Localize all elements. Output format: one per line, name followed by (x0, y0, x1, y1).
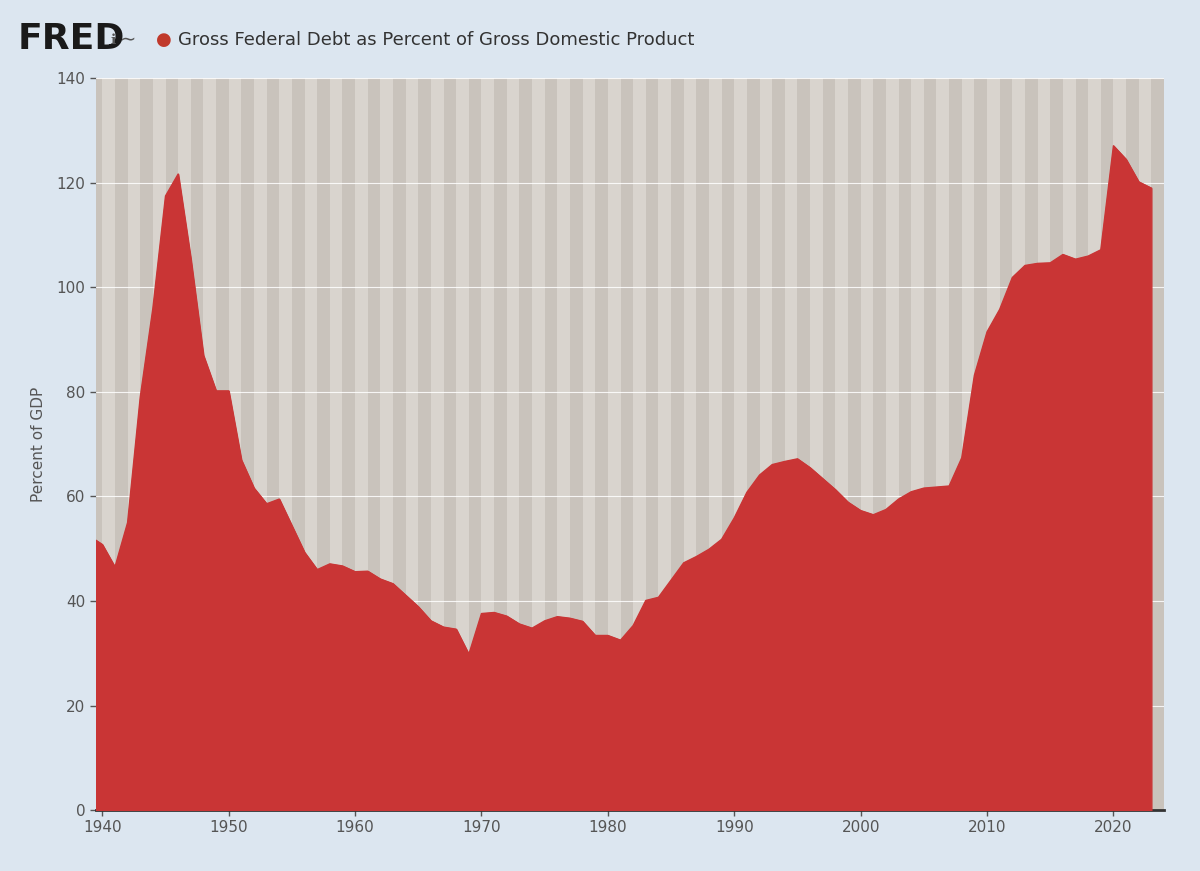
Text: ∼: ∼ (120, 30, 137, 50)
Bar (709, 78, 721, 810)
Bar (152, 78, 166, 810)
Bar (1164, 78, 1177, 810)
Bar (204, 78, 216, 810)
Bar (380, 78, 394, 810)
Text: FRED: FRED (18, 22, 125, 57)
Bar (911, 78, 924, 810)
Bar (961, 78, 974, 810)
Bar (330, 78, 342, 810)
Bar (1139, 78, 1151, 810)
Bar (860, 78, 874, 810)
Bar (178, 78, 191, 810)
Bar (936, 78, 949, 810)
Bar (634, 78, 646, 810)
Bar (506, 78, 520, 810)
Bar (785, 78, 798, 810)
Text: .: . (106, 26, 114, 54)
Bar (1038, 78, 1050, 810)
Bar (557, 78, 570, 810)
Bar (810, 78, 823, 810)
Bar (229, 78, 241, 810)
Text: ●: ● (156, 31, 172, 49)
Bar (1114, 78, 1126, 810)
Bar (1088, 78, 1100, 810)
Bar (280, 78, 292, 810)
Bar (406, 78, 419, 810)
Bar (760, 78, 772, 810)
Bar (608, 78, 620, 810)
Bar (431, 78, 444, 810)
Bar (1063, 78, 1075, 810)
Bar (456, 78, 469, 810)
Bar (102, 78, 115, 810)
Bar (835, 78, 848, 810)
Bar (355, 78, 367, 810)
Bar (127, 78, 140, 810)
Bar (886, 78, 899, 810)
Bar (481, 78, 494, 810)
Bar (988, 78, 1000, 810)
Bar (684, 78, 696, 810)
Bar (583, 78, 595, 810)
Bar (254, 78, 266, 810)
Y-axis label: Percent of GDP: Percent of GDP (30, 387, 46, 502)
Text: Gross Federal Debt as Percent of Gross Domestic Product: Gross Federal Debt as Percent of Gross D… (178, 31, 694, 49)
Bar (734, 78, 746, 810)
Bar (659, 78, 671, 810)
Bar (305, 78, 317, 810)
Bar (1013, 78, 1025, 810)
Text: ℹ: ℹ (110, 33, 115, 47)
Bar (532, 78, 545, 810)
